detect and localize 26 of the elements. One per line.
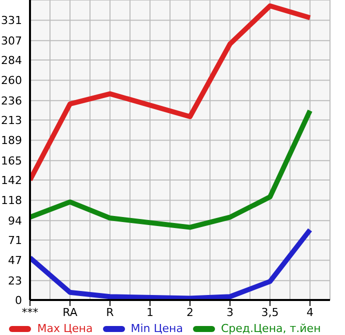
y-tick-label: 142 (1, 174, 22, 187)
y-tick-label: 94 (8, 214, 22, 228)
y-tick-label: 47 (8, 254, 22, 268)
y-tick-label: 213 (1, 114, 22, 127)
x-tick-label: 1 (146, 306, 154, 319)
x-tick-label: *** (22, 306, 39, 319)
y-tick-label: 165 (1, 154, 22, 168)
y-tick-label: 260 (1, 74, 22, 88)
y-tick-label: 284 (1, 54, 22, 67)
legend-label: Max Цена (36, 322, 93, 335)
x-tick-label: R (106, 306, 114, 319)
x-tick-label: RA (62, 306, 78, 319)
y-tick-label: 23 (8, 274, 22, 288)
y-tick-label: 71 (8, 234, 22, 247)
legend-label: Min Цена (130, 322, 183, 335)
x-tick-label: 3 (226, 306, 234, 319)
x-tick-label: 3,5 (261, 306, 279, 319)
legend-label: Сред.Цена, т.йен (220, 322, 321, 335)
y-tick-label: 307 (1, 34, 22, 48)
y-tick-label: 331 (1, 14, 22, 28)
x-tick-label: 2 (186, 306, 194, 319)
y-tick-label: 236 (1, 94, 22, 108)
x-tick-label: 4 (306, 306, 314, 319)
y-tick-label: 118 (1, 194, 22, 208)
y-tick-label: 0 (15, 294, 22, 307)
y-tick-label: 189 (1, 134, 22, 148)
